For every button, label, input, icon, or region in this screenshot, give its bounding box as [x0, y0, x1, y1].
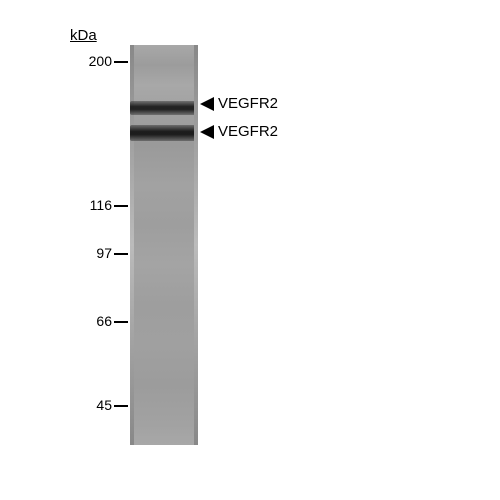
mw-tick	[114, 61, 128, 63]
mw-tick	[114, 253, 128, 255]
arrow-left-icon	[200, 125, 214, 139]
annotation-label: VEGFR2	[218, 95, 278, 112]
mw-tick	[114, 205, 128, 207]
band-annotation: VEGFR2	[200, 123, 278, 140]
arrow-left-icon	[200, 97, 214, 111]
blot-container: kDa 200116976645VEGFR2VEGFR2	[80, 45, 420, 445]
protein-band	[130, 101, 198, 115]
mw-marker-label: 66	[72, 313, 112, 329]
mw-marker-label: 200	[72, 53, 112, 69]
blot-lane	[130, 45, 198, 445]
axis-unit-label: kDa	[70, 27, 97, 44]
mw-marker-label: 97	[72, 245, 112, 261]
band-annotation: VEGFR2	[200, 95, 278, 112]
annotation-label: VEGFR2	[218, 123, 278, 140]
mw-marker-label: 116	[72, 197, 112, 213]
mw-tick	[114, 321, 128, 323]
protein-band	[130, 125, 198, 141]
mw-tick	[114, 405, 128, 407]
mw-marker-label: 45	[72, 397, 112, 413]
